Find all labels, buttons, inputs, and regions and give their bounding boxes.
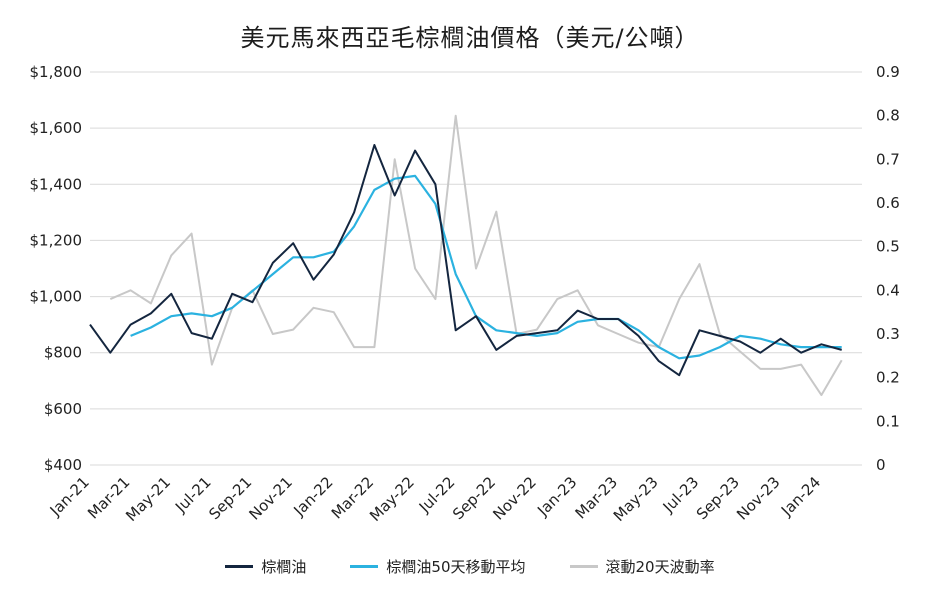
grid-layer: [90, 71, 862, 466]
legend-label-volatility: 滾動20天波動率: [605, 558, 715, 576]
x-tick-label: May-21: [122, 473, 174, 525]
legend-swatch-moving-average: [350, 565, 379, 568]
y-left-tick-label: $800: [44, 344, 82, 362]
x-tick-label: May-22: [366, 473, 418, 525]
legend-label-palm-oil: 棕櫚油: [261, 558, 307, 576]
legend-item-volatility: 滾動20天波動率: [569, 556, 715, 577]
series-line-0: [89, 144, 842, 377]
y-left-tick-label: $600: [44, 400, 82, 418]
x-tick-label: Jan-23: [533, 473, 580, 520]
x-tick-label: Sep-22: [449, 473, 499, 523]
x-tick-label: Jan-21: [46, 473, 93, 520]
y-right-tick-label: 0.8: [876, 107, 900, 125]
legend-item-palm-oil: 棕櫚油: [225, 556, 306, 577]
y-right-tick-label: 0.5: [876, 238, 900, 256]
x-tick-label: Nov-23: [733, 473, 783, 523]
y-left-tick-label: $400: [44, 456, 82, 474]
series-line-1: [130, 174, 842, 360]
y-right-tick-label: 0.3: [876, 325, 900, 343]
x-tick-label: Sep-23: [693, 473, 743, 523]
y-left-tick-label: $1,800: [30, 63, 83, 81]
x-tick-label: Jan-22: [290, 473, 337, 520]
y-right-tick-label: 0.7: [876, 150, 900, 168]
legend-swatch-volatility: [569, 565, 598, 568]
legend: 棕櫚油 棕櫚油50天移動平均 滾動20天波動率: [0, 556, 940, 577]
y-right-tick-label: 0: [876, 456, 886, 474]
chart-title: 美元馬來西亞毛棕櫚油價格（美元/公噸）: [240, 24, 700, 52]
series-layer: [89, 114, 843, 397]
x-tick-label: Sep-21: [205, 473, 255, 523]
legend-label-moving-average: 棕櫚油50天移動平均: [386, 558, 526, 576]
y-right-tick-label: 0.1: [876, 412, 900, 430]
y-left-tick-label: $1,000: [30, 288, 83, 306]
legend-swatch-palm-oil: [225, 565, 254, 568]
y-right-tick-label: 0.6: [876, 194, 900, 212]
y-right-tick-label: 0.4: [876, 281, 900, 299]
x-tick-label: Nov-21: [246, 473, 296, 523]
x-tick-label: Jan-24: [777, 473, 824, 520]
y-left-tick-label: $1,400: [30, 175, 83, 193]
y-right-tick-label: 0.2: [876, 369, 900, 387]
legend-item-moving-average: 棕櫚油50天移動平均: [350, 556, 526, 577]
x-tick-label: May-23: [610, 473, 662, 525]
x-tick-label: Nov-22: [489, 473, 539, 523]
y-left-tick-label: $1,600: [30, 119, 83, 137]
y-right-tick-label: 0.9: [876, 63, 900, 81]
y-left-tick-label: $1,200: [30, 231, 83, 249]
